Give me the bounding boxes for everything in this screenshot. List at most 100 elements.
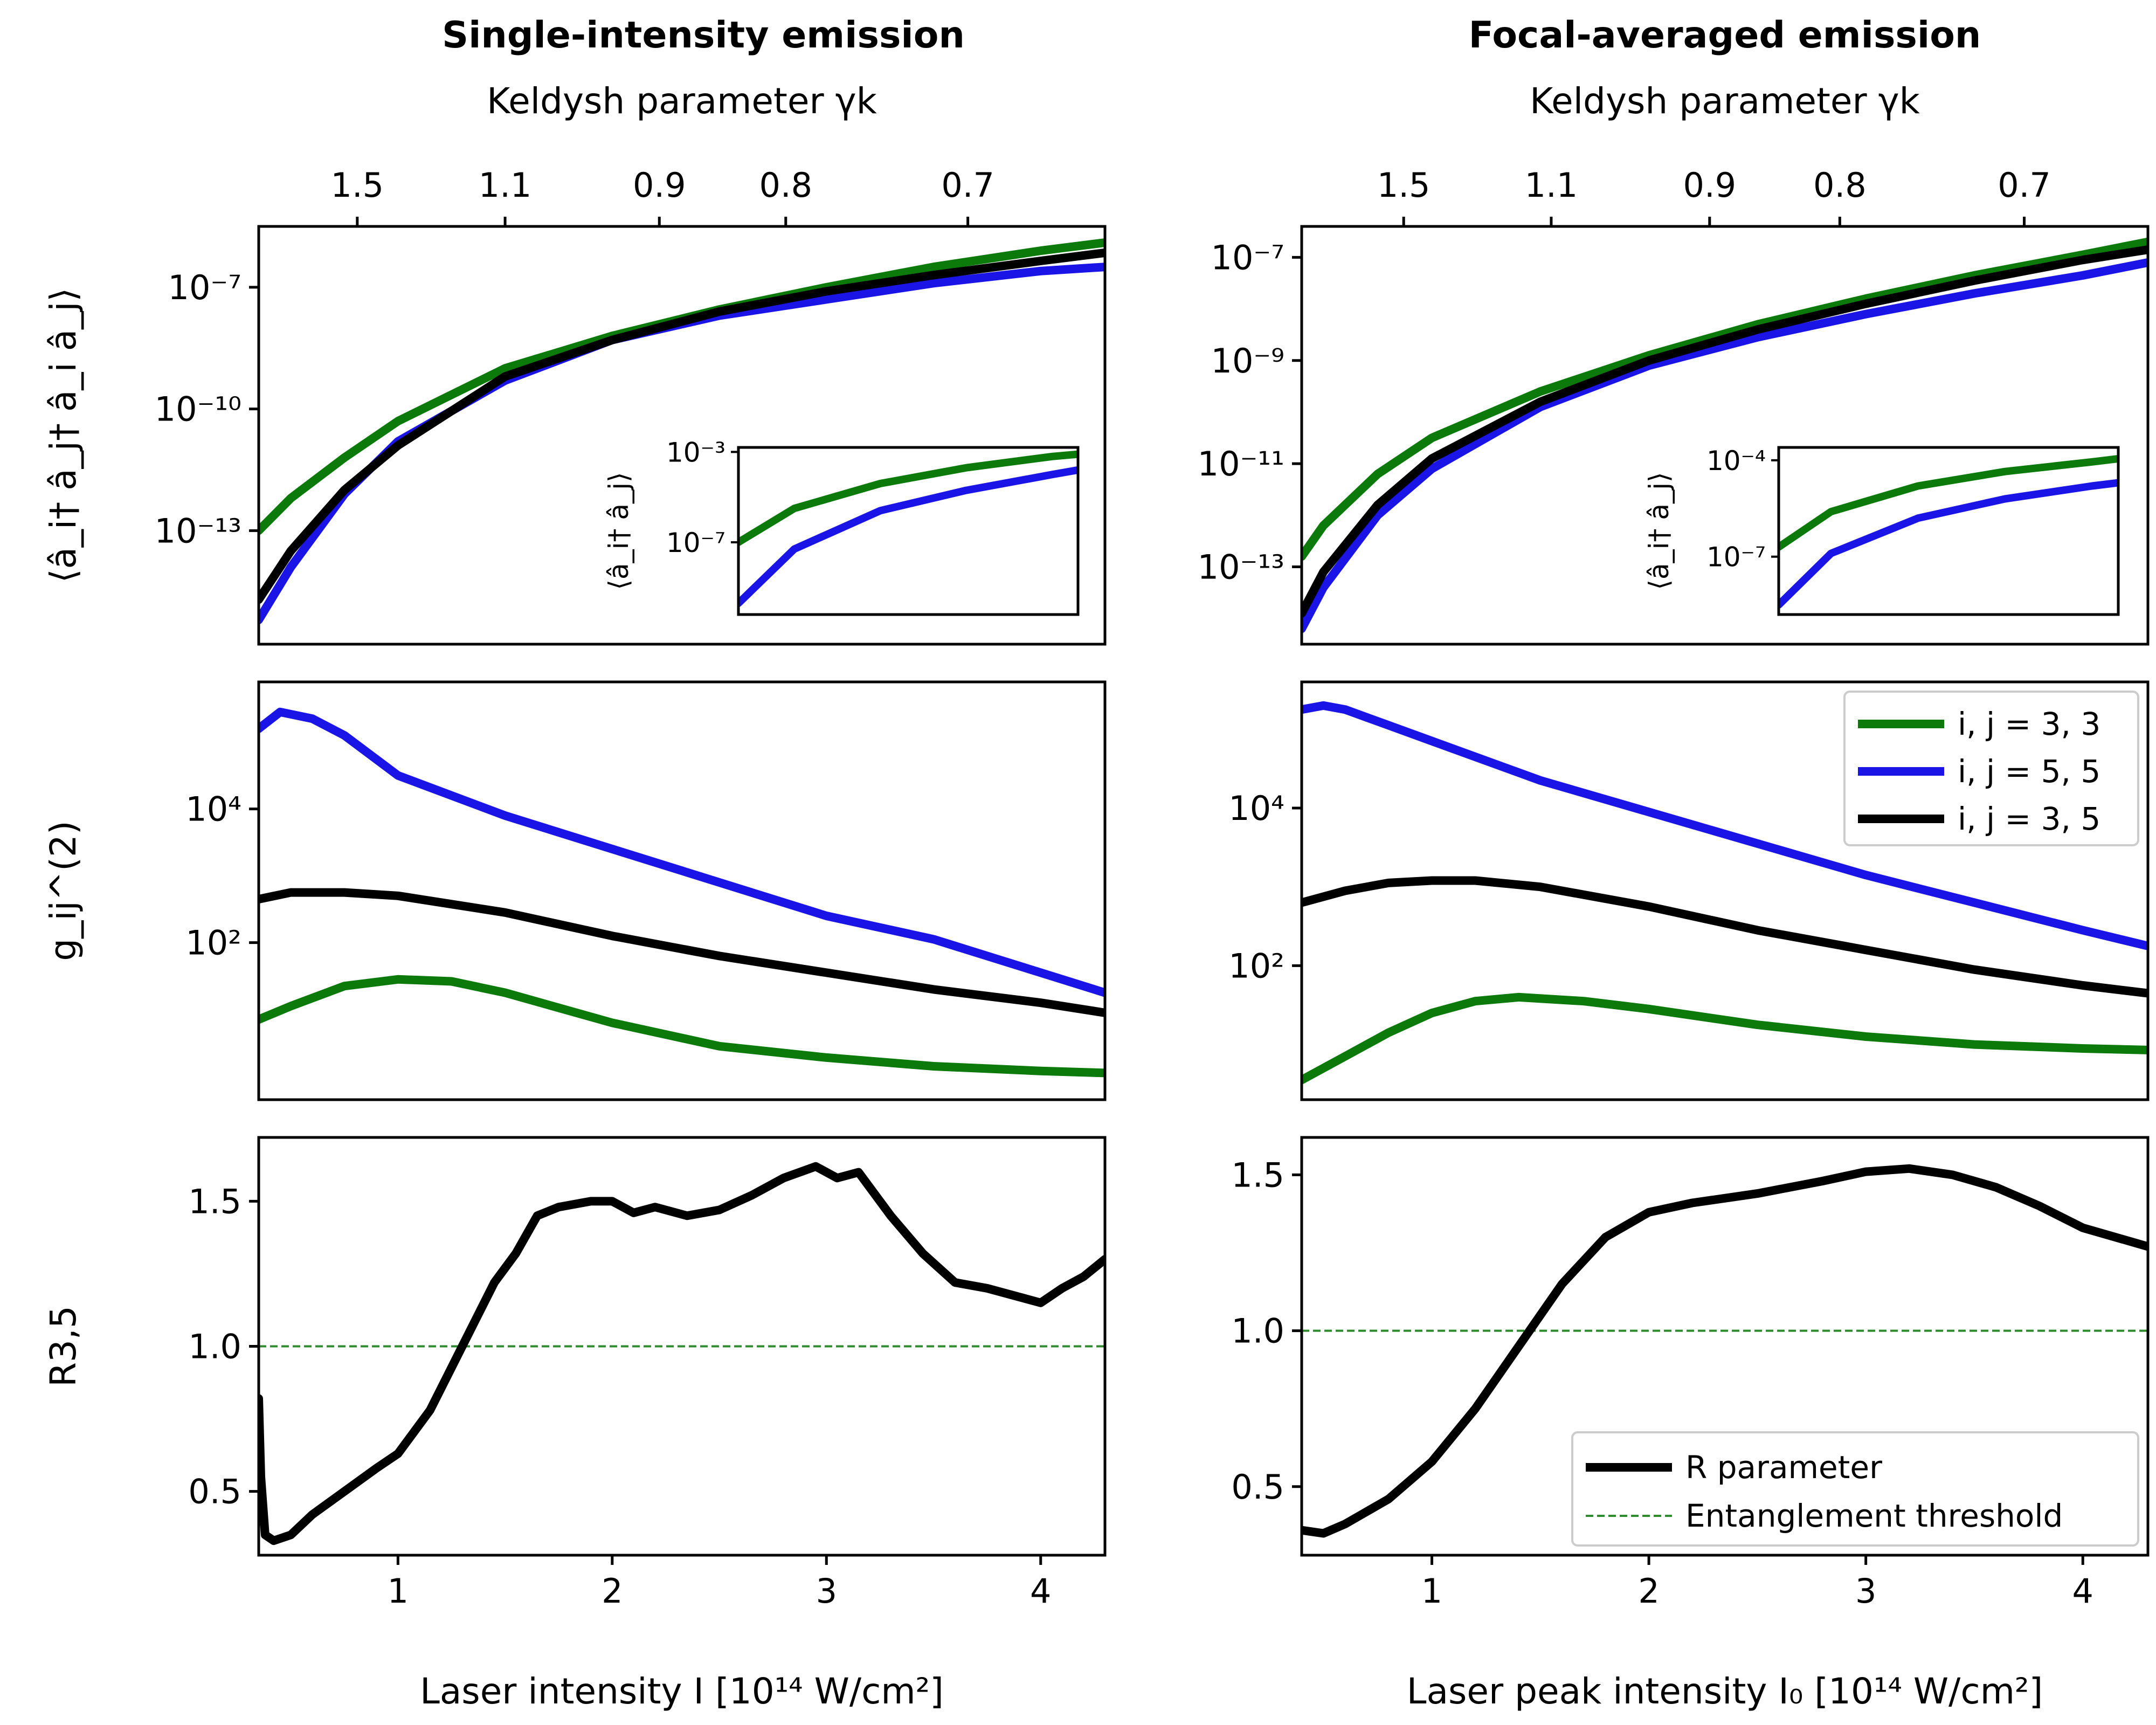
legend-label: Entanglement threshold <box>1685 1498 2063 1534</box>
top-tick-label: 0.8 <box>759 165 812 205</box>
y-tick-label: 10² <box>185 923 241 963</box>
series-line-green <box>738 450 1078 546</box>
y-axis-label: R3,5 <box>43 1306 84 1387</box>
series-group <box>1302 1164 2148 1538</box>
panel-left_mid: 10⁴ 10² g_ij^(2) <box>43 680 1107 1101</box>
y-tick-label: 0.5 <box>188 1472 241 1512</box>
legend-label: i, j = 5, 5 <box>1958 753 2100 790</box>
legend: R parameter Entanglement threshold <box>1571 1431 2139 1547</box>
series-line-blue <box>738 466 1078 608</box>
x-tick-label: 3 <box>1855 1571 1876 1611</box>
series-line-black <box>259 1162 1105 1545</box>
top-tick-label: 1.5 <box>331 165 384 205</box>
series-line-black <box>1302 876 2148 998</box>
y-tick-label: 10⁻¹³ <box>155 511 241 550</box>
y-tick-label: 10⁻⁷ <box>1211 238 1284 277</box>
axes-frame <box>1300 680 2150 1101</box>
y-tick-label: 10⁴ <box>185 790 241 829</box>
legend-label: i, j = 3, 5 <box>1958 801 2100 837</box>
series-group <box>259 238 1105 624</box>
inset-frame <box>737 446 1080 616</box>
series-line-green <box>1302 237 2148 561</box>
inset-y-tick-label: 10⁻⁴ <box>1706 445 1766 477</box>
panel-right_bot: 0.5 1.0 1.5 1 2 3 4 Laser peak intensity I₀ [10… <box>1231 1136 2150 1712</box>
axes-frame <box>1300 225 2150 646</box>
panel-right_top: 10⁻⁷ 10⁻⁹ 10⁻¹¹ 10⁻¹³ 1.5 1.1 0.9 0.8 0.7 Keldysh… <box>1198 80 2150 646</box>
axes-frame <box>1300 1136 2150 1557</box>
series-group <box>259 1162 1105 1545</box>
series-group <box>259 707 1105 1078</box>
panel-left_top: 10⁻⁷ 10⁻¹⁰ 10⁻¹³ 1.5 1.1 0.9 0.8 0.7 Keldysh par… <box>43 80 1107 646</box>
y-tick-label: 10⁻¹³ <box>1198 547 1284 586</box>
inset-y-axis-label: ⟨â_i† â_j⟩ <box>603 472 634 590</box>
x-tick-label: 4 <box>1030 1571 1051 1611</box>
top-tick-label: 0.7 <box>941 165 994 205</box>
y-tick-label: 1.0 <box>188 1327 241 1367</box>
axes-frame <box>257 1136 1107 1557</box>
top-tick-label: 1.1 <box>479 165 532 205</box>
y-tick-label: 10² <box>1228 946 1284 985</box>
y-tick-label: 1.5 <box>188 1182 241 1221</box>
title-left: Single-intensity emission <box>442 14 965 57</box>
inset-frame <box>1777 446 2120 616</box>
inset-bg <box>1779 447 2118 615</box>
panel-left_bot: 0.5 1.0 1.5 1 2 3 4 R3,5 Laser intensity I [10¹⁴… <box>43 1136 1107 1712</box>
inset-y-tick-label: 10⁻⁷ <box>1706 542 1766 573</box>
y-tick-label: 1.0 <box>1231 1312 1284 1351</box>
plots: 10⁻⁷ 10⁻¹⁰ 10⁻¹³ 1.5 1.1 0.9 0.8 0.7 Keldysh par… <box>43 80 2150 1712</box>
series-line-blue <box>1302 258 2148 633</box>
series-group <box>1302 701 2148 1085</box>
inset-series-group <box>738 450 1078 608</box>
title-right: Focal-averaged emission <box>1469 14 1981 57</box>
series-line-black <box>259 248 1105 604</box>
series-line-black <box>1302 245 2148 618</box>
inset: 10⁻³ 10⁻⁷ ⟨â_i† â_j⟩ <box>603 437 1080 616</box>
panel-right_mid: 10⁴ 10² i, j = 3, 3 i, j = 5, 5 i, j = 3, 5 <box>1228 680 2150 1101</box>
x-tick-label: 3 <box>816 1571 837 1611</box>
inset-bg <box>738 447 1078 615</box>
y-tick-label: 0.5 <box>1231 1467 1284 1507</box>
series-group <box>1302 237 2148 633</box>
y-tick-label: 10⁴ <box>1228 789 1284 828</box>
x-axis-label: Laser intensity I [10¹⁴ W/cm²] <box>420 1671 944 1712</box>
inset: 10⁻⁴ 10⁻⁷ ⟨â_i† â_j⟩ <box>1643 445 2120 616</box>
series-line-black <box>1302 1164 2148 1538</box>
x-tick-label: 4 <box>2072 1571 2093 1611</box>
inset-y-tick-label: 10⁻⁷ <box>666 527 725 558</box>
series-line-blue <box>1779 479 2118 609</box>
series-line-blue <box>1302 701 2148 950</box>
y-axis-label: g_ij^(2) <box>43 820 84 961</box>
y-axis-label: ⟨â_i† â_j† â_i â_j⟩ <box>43 288 84 583</box>
top-tick-label: 1.1 <box>1525 165 1578 205</box>
series-line-blue <box>259 707 1105 997</box>
series-line-green <box>1302 992 2148 1085</box>
legend-label: R parameter <box>1685 1449 1882 1486</box>
legend-label: i, j = 3, 3 <box>1958 706 2100 742</box>
y-tick-label: 10⁻¹¹ <box>1198 444 1284 484</box>
top-axis-label: Keldysh parameter γk <box>1530 80 1920 122</box>
top-tick-label: 1.5 <box>1377 165 1431 205</box>
top-tick-label: 0.9 <box>633 165 686 205</box>
axes-frame <box>257 680 1107 1101</box>
legend-box <box>1843 691 2139 846</box>
x-tick-label: 2 <box>1638 1571 1659 1611</box>
legend: i, j = 3, 3 i, j = 5, 5 i, j = 3, 5 <box>1843 691 2139 846</box>
top-tick-label: 0.7 <box>1998 165 2051 205</box>
y-tick-label: 1.5 <box>1231 1155 1284 1195</box>
x-axis-label: Laser peak intensity I₀ [10¹⁴ W/cm²] <box>1407 1671 2043 1712</box>
top-axis-label: Keldysh parameter γk <box>487 80 877 122</box>
top-tick-label: 0.8 <box>1813 165 1867 205</box>
x-tick-label: 2 <box>602 1571 623 1611</box>
inset-y-axis-label: ⟨â_i† â_j⟩ <box>1643 472 1675 590</box>
legend-box <box>1571 1431 2139 1547</box>
series-line-green <box>1779 454 2118 551</box>
top-tick-label: 0.9 <box>1683 165 1737 205</box>
x-tick-label: 1 <box>1421 1571 1442 1611</box>
y-tick-label: 10⁻⁷ <box>168 268 241 307</box>
inset-y-tick-label: 10⁻³ <box>666 437 725 468</box>
series-line-black <box>259 888 1105 1017</box>
y-tick-label: 10⁻¹⁰ <box>155 390 241 429</box>
series-line-green <box>259 975 1105 1078</box>
y-tick-label: 10⁻⁹ <box>1211 341 1284 381</box>
x-tick-label: 1 <box>388 1571 409 1611</box>
